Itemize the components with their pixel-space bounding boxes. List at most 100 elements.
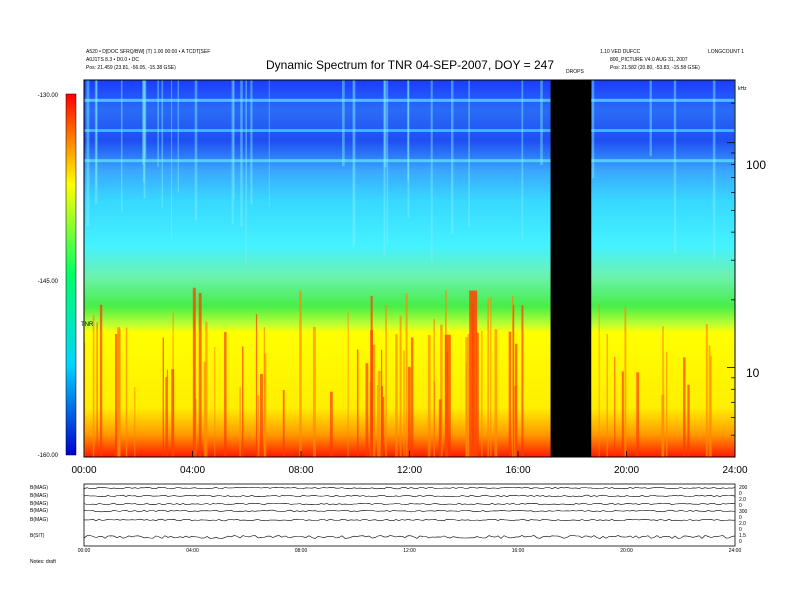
parameter-panels-frame	[83, 483, 736, 547]
spectral-streak	[205, 321, 208, 457]
colorbar-tick-mid: -145.00	[38, 279, 59, 285]
spectral-streak	[353, 80, 356, 245]
spectral-streak	[687, 384, 690, 457]
spectral-streak	[143, 80, 146, 199]
spectral-streak	[125, 327, 128, 457]
header-left-line-2: A0J1TS 8.3 • D0.0 • DC	[86, 57, 139, 63]
parameter-panels: B(MAG) B(MAG) B(MAG) B(MAG) B(MAG) B(SIT…	[30, 483, 748, 565]
header-left-line-3: Pos: 21.459 (23.81, -56.05, -15.38 GSE)	[86, 65, 176, 71]
burst-column	[469, 290, 478, 457]
spectral-streak	[162, 337, 164, 457]
spectral-streak	[241, 346, 244, 457]
spectral-streak	[99, 304, 103, 457]
spectral-streak	[94, 80, 98, 204]
panel-x-tick-label: 20:00	[620, 548, 633, 554]
spectral-streak	[476, 332, 479, 457]
spectral-streak	[383, 80, 386, 257]
spectral-streak	[117, 327, 121, 457]
spectral-streak	[673, 80, 677, 254]
spectral-streak	[282, 390, 285, 457]
spectral-streak	[407, 80, 410, 181]
parameter-trace	[83, 535, 736, 539]
spectral-streak	[198, 293, 202, 457]
x-tick-label: 08:00	[288, 465, 313, 476]
x-tick-label: 16:00	[505, 465, 530, 476]
spectral-streak	[465, 362, 467, 457]
spectral-streak	[385, 305, 387, 457]
band-line	[84, 159, 735, 163]
panel-x-axis: 00:00 04:00 08:00 12:00 16:00 20:00 24:00	[78, 548, 742, 554]
y-axis-right	[727, 102, 735, 436]
spectral-streak	[438, 399, 442, 457]
spectral-streak	[142, 80, 144, 165]
spectral-streak	[407, 366, 411, 457]
spectral-streak	[407, 80, 410, 218]
header-right-line-3: Pos: 21.582 (20.80, -53.83, -15.58 GSE)	[610, 65, 700, 71]
spectral-streak	[329, 391, 333, 457]
panel-right-label: 0	[739, 527, 742, 533]
spectral-streak	[708, 345, 711, 457]
panel-x-tick-label: 16:00	[512, 548, 525, 554]
spectral-streak	[381, 349, 383, 457]
spectral-streak	[263, 353, 267, 457]
spectral-streak	[508, 331, 512, 457]
spectral-streak	[511, 296, 514, 457]
spectral-streak	[231, 80, 234, 225]
panel-x-tick-label: 12:00	[403, 548, 416, 554]
panel-label-2: B(MAG)	[30, 493, 48, 499]
footer-note: Notes: draft	[30, 559, 56, 565]
spectral-streak	[606, 333, 608, 457]
spectral-streak	[240, 80, 243, 228]
spectral-streak	[255, 314, 258, 457]
spectral-streak	[84, 342, 86, 457]
spectral-streak	[347, 312, 349, 457]
panel-x-tick-label: 04:00	[186, 548, 199, 554]
spectral-streak	[514, 343, 518, 457]
spectral-streak	[636, 372, 640, 457]
spectral-streak	[487, 298, 489, 457]
data-gap-label: DROPS	[566, 69, 584, 75]
spectral-streak	[352, 80, 355, 248]
spectral-streak	[239, 387, 241, 457]
spectrogram-plot	[83, 79, 736, 458]
x-axis: 00:00 04:00 08:00 12:00 16:00 20:00 24:00	[71, 451, 748, 476]
panel-x-tick-label: 00:00	[78, 548, 91, 554]
parameter-trace	[83, 494, 736, 498]
panel-label-6: B(SIT)	[30, 533, 45, 539]
spectral-streak	[92, 315, 95, 457]
panel-label-5: B(MAG)	[30, 517, 48, 523]
spectral-streak	[440, 324, 443, 457]
x-tick-label: 00:00	[71, 465, 96, 476]
spectral-streak	[120, 80, 123, 212]
header-right-line-1: 1.10 VED DUFCC	[600, 49, 641, 55]
spectral-streak	[451, 80, 454, 234]
panel-right-label: 0	[739, 503, 742, 509]
spectral-streak	[134, 386, 136, 457]
panel-right-label: 0	[739, 515, 742, 521]
spectral-streak	[259, 374, 263, 457]
header-right-line-2: 800_PICTURE V4.0 AUG 31, 2007	[610, 57, 688, 63]
panel-right-label: 1.5	[739, 533, 746, 539]
frequency-unit-label: kHz	[738, 86, 747, 92]
spectral-streak	[591, 80, 595, 179]
spectral-streak	[395, 334, 398, 457]
spectral-streak	[710, 356, 712, 457]
spectral-streak	[383, 80, 387, 168]
spectral-streak	[468, 80, 470, 227]
spectral-streak	[342, 80, 345, 167]
spectral-streak	[299, 290, 302, 457]
spectral-streak	[144, 80, 147, 159]
x-tick-label: 24:00	[722, 465, 747, 476]
burst-column	[444, 334, 451, 457]
panel-right-label: 200	[739, 485, 748, 491]
header-left-line-1: A520 • D[DOC SFRQ/BW] (T) 1.00 00:00 • A…	[86, 49, 210, 55]
y-tick-10: 10	[746, 366, 760, 380]
spectral-streak	[194, 80, 198, 221]
spectral-streak	[521, 305, 524, 457]
spectral-streak	[232, 80, 235, 200]
spectral-streak	[467, 333, 471, 457]
spectral-streak	[177, 80, 179, 193]
spectral-streak	[214, 347, 216, 457]
x-tick-label: 12:00	[397, 465, 422, 476]
